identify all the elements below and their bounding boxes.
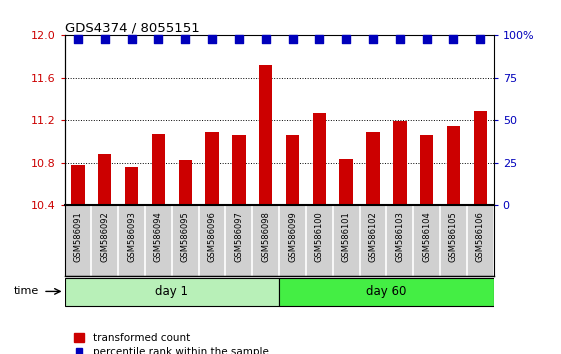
Point — [342, 36, 351, 42]
Point — [127, 36, 136, 42]
Text: GSM586106: GSM586106 — [476, 211, 485, 262]
Bar — [473, 111, 487, 205]
Point — [476, 36, 485, 42]
Bar — [366, 132, 380, 205]
Text: GSM586104: GSM586104 — [422, 211, 431, 262]
Text: GSM586102: GSM586102 — [369, 211, 378, 262]
Text: GSM586098: GSM586098 — [261, 211, 270, 262]
Text: GSM586094: GSM586094 — [154, 211, 163, 262]
Bar — [339, 159, 353, 205]
Point — [422, 36, 431, 42]
Text: GSM586097: GSM586097 — [234, 211, 243, 262]
Legend: transformed count, percentile rank within the sample: transformed count, percentile rank withi… — [70, 329, 273, 354]
Bar — [420, 135, 433, 205]
Point — [449, 36, 458, 42]
Text: GSM586101: GSM586101 — [342, 211, 351, 262]
Bar — [151, 134, 165, 205]
Bar — [71, 165, 85, 205]
Point — [261, 36, 270, 42]
Text: GSM586100: GSM586100 — [315, 211, 324, 262]
Text: time: time — [14, 286, 39, 296]
Bar — [178, 160, 192, 205]
Bar — [286, 135, 299, 205]
Point — [315, 36, 324, 42]
Text: day 1: day 1 — [155, 285, 188, 298]
Bar — [393, 121, 407, 205]
Text: GSM586092: GSM586092 — [100, 211, 109, 262]
Text: GSM586105: GSM586105 — [449, 211, 458, 262]
Point — [288, 36, 297, 42]
Point — [73, 36, 82, 42]
Text: GSM586091: GSM586091 — [73, 211, 82, 262]
Text: GDS4374 / 8055151: GDS4374 / 8055151 — [65, 21, 199, 34]
Text: day 60: day 60 — [366, 285, 407, 298]
Point — [100, 36, 109, 42]
Text: GSM586095: GSM586095 — [181, 211, 190, 262]
Point — [181, 36, 190, 42]
Point — [208, 36, 217, 42]
Bar — [125, 167, 138, 205]
Text: GSM586099: GSM586099 — [288, 211, 297, 262]
Bar — [98, 154, 112, 205]
Point — [396, 36, 404, 42]
Text: GSM586093: GSM586093 — [127, 211, 136, 262]
Bar — [259, 65, 273, 205]
Point — [234, 36, 243, 42]
Point — [369, 36, 378, 42]
Bar — [232, 135, 246, 205]
Text: GSM586103: GSM586103 — [396, 211, 404, 262]
Bar — [205, 132, 219, 205]
Bar — [279, 278, 494, 307]
Bar — [447, 126, 460, 205]
Text: GSM586096: GSM586096 — [208, 211, 217, 262]
Bar — [65, 278, 279, 307]
Bar — [312, 113, 326, 205]
Point — [154, 36, 163, 42]
